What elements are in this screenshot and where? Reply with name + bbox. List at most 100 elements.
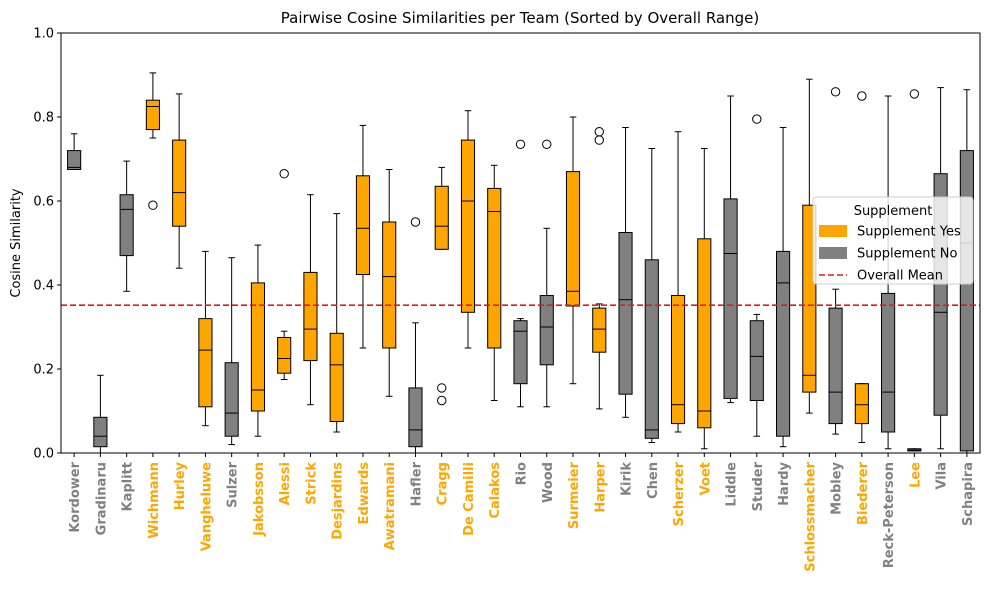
- box-body: [198, 318, 213, 408]
- box-body: [723, 198, 738, 399]
- legend-item-label: Overall Mean: [857, 269, 943, 284]
- legend: Supplement Supplement Yes Supplement No Ov…: [812, 196, 974, 285]
- box-group-vangheluwe: [198, 250, 213, 427]
- box-body: [382, 221, 397, 349]
- box-group-hardy: [776, 127, 791, 448]
- y-tick-label: 0.6: [33, 195, 54, 210]
- x-tick-label: Chen: [646, 462, 661, 499]
- x-tick-label: Desjardins: [331, 462, 346, 540]
- box-body: [539, 295, 554, 366]
- outlier-point: [909, 89, 920, 99]
- y-tick-label: 0.8: [33, 111, 54, 126]
- outlier-point: [437, 383, 447, 393]
- box-group-desjardins: [329, 213, 344, 433]
- box-body: [250, 282, 265, 412]
- box-group-liddle: [723, 95, 738, 404]
- box-group-kaplitt: [119, 160, 134, 292]
- box-group-wood: [539, 139, 554, 408]
- box-body: [460, 139, 476, 313]
- y-tick-label: 0.2: [33, 363, 54, 378]
- box-group-hafler: [408, 217, 423, 454]
- box-body: [776, 250, 791, 437]
- box-body: [749, 320, 764, 402]
- box-body: [329, 332, 344, 422]
- x-tick-label: Biederer: [856, 461, 871, 525]
- box-group-voet: [697, 148, 712, 450]
- box-body: [828, 307, 843, 425]
- box-group-mobley: [828, 87, 843, 435]
- box-body: [277, 337, 292, 374]
- box-group-edwards: [355, 124, 371, 349]
- x-tick-label: Harper: [593, 461, 608, 512]
- box-group-alessi: [277, 169, 292, 380]
- box-group-gradinaru: [93, 374, 108, 454]
- box-body: [145, 99, 160, 131]
- x-tick-label: Kordower: [68, 461, 83, 532]
- box-group-rio: [513, 139, 528, 408]
- plot-area: 0.0 0.2 0.4 0.6 0.8 1.0 Kordower Gradinaru Kapli…: [33, 27, 981, 572]
- x-tick-label: Sulzer: [226, 461, 241, 507]
- x-tick-label: Schlossmacher: [803, 461, 818, 571]
- legend-item-label: Supplement No: [857, 247, 957, 262]
- x-tick-label: Strick: [304, 462, 319, 505]
- box-group-awatramani: [382, 169, 397, 397]
- y-tick-label: 0.0: [33, 447, 54, 462]
- box-body: [408, 387, 423, 448]
- x-tick-label: Wood: [541, 462, 556, 503]
- box-group-jakobsson: [250, 244, 265, 437]
- x-tick-label: Rio: [515, 462, 530, 485]
- box-body: [854, 383, 869, 425]
- y-tick-label: 1.0: [33, 27, 54, 42]
- x-tick-label: Hurley: [173, 461, 188, 510]
- box-group-wichmann: [145, 72, 160, 210]
- box-body: [881, 292, 896, 433]
- box-group-kordower: [67, 133, 82, 171]
- outlier-point: [594, 135, 604, 145]
- box-body: [355, 175, 371, 275]
- legend-item-label: Supplement Yes: [857, 225, 961, 240]
- y-tick-label: 0.4: [33, 279, 54, 294]
- legend-swatch: [819, 225, 847, 237]
- box-body: [93, 416, 108, 448]
- outlier-point: [594, 127, 604, 137]
- box-group-strick: [303, 194, 318, 406]
- x-tick-label: Studer: [751, 461, 766, 511]
- box-body: [434, 185, 449, 250]
- box-body: [303, 271, 318, 362]
- box-group-studer: [749, 114, 764, 437]
- box-group-cragg: [434, 166, 449, 406]
- x-tick-label: Vila: [935, 462, 950, 490]
- x-tick-label: Lee: [908, 462, 923, 488]
- box-body: [618, 232, 633, 395]
- x-tick-label: Liddle: [725, 462, 740, 507]
- box-body: [67, 150, 82, 171]
- outlier-point: [279, 169, 289, 179]
- x-tick-label: Jakobsson: [252, 462, 267, 537]
- x-tick-label: Alessi: [278, 462, 293, 505]
- box-group-de-camilli: [460, 110, 476, 349]
- box-body: [592, 307, 607, 353]
- box-body: [224, 362, 239, 437]
- x-tick-label: Kaplitt: [121, 462, 136, 512]
- outlier-point: [542, 139, 552, 150]
- box-group-sulzer: [224, 257, 239, 446]
- box-body: [697, 238, 712, 429]
- x-tick-label: Hardy: [777, 461, 792, 505]
- x-tick-label: Vangheluwe: [199, 462, 214, 551]
- legend-swatch: [819, 247, 847, 259]
- box-group-surmeier: [565, 116, 581, 385]
- x-tick-label: Kirik: [620, 462, 635, 496]
- x-tick-label: Surmeier: [567, 461, 582, 529]
- y-axis-label: Cosine Similarity: [9, 188, 24, 298]
- outlier-point: [148, 200, 158, 210]
- x-tick-label: Calakos: [488, 462, 503, 519]
- box-group-chen: [644, 148, 659, 443]
- chart-title: Pairwise Cosine Similarities per Team (S…: [281, 9, 759, 27]
- outlier-point: [515, 139, 526, 150]
- legend-title: Supplement: [854, 204, 933, 219]
- x-tick-label: Scherzer: [672, 461, 687, 526]
- x-tick-label: Cragg: [436, 462, 451, 505]
- box-group-kirik: [618, 127, 633, 418]
